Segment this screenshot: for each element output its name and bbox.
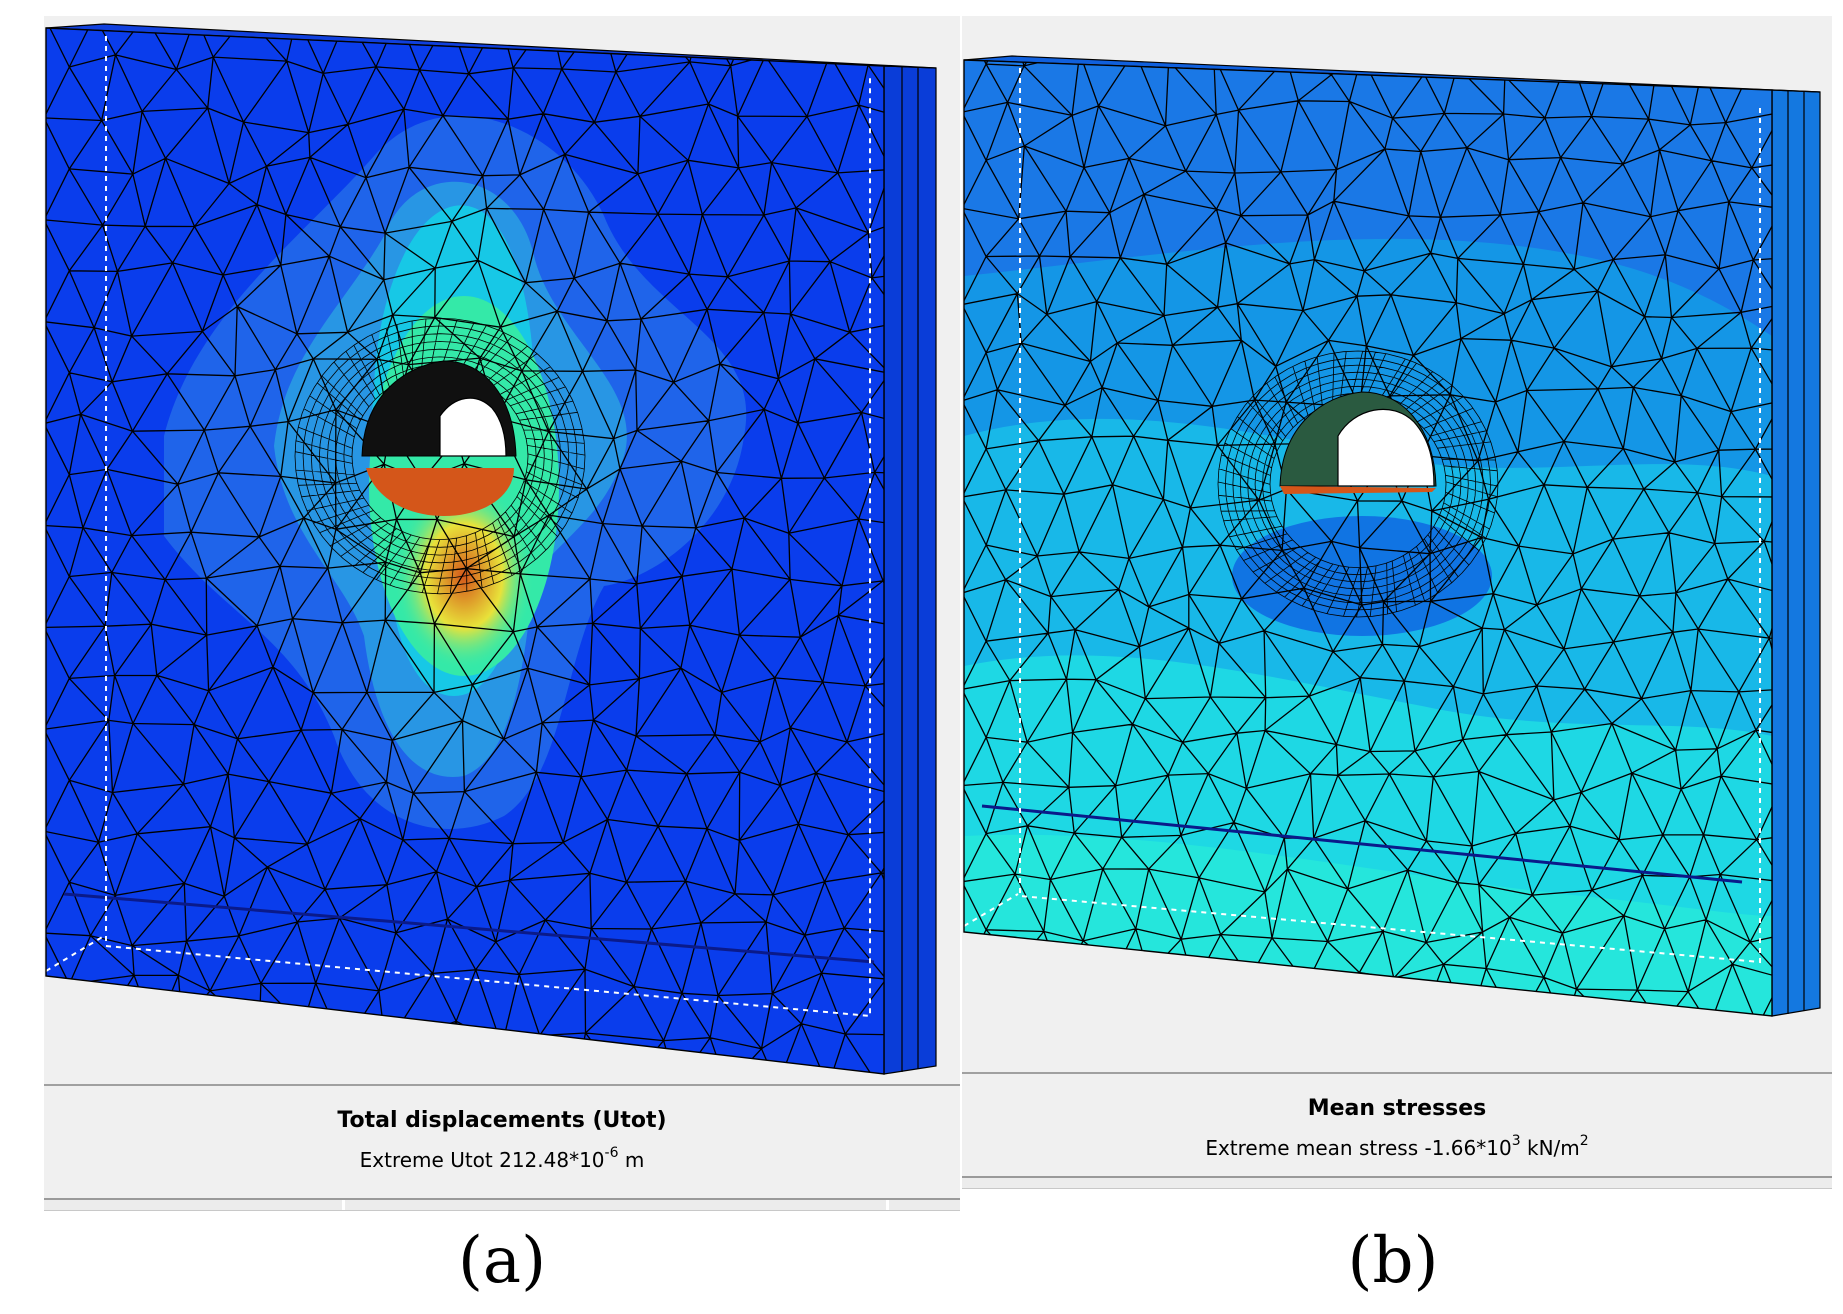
refined-mesh-around-tunnel <box>294 317 586 595</box>
model-viewport-displacements[interactable] <box>44 16 960 1084</box>
model-boundary-dashed <box>105 36 871 1018</box>
refined-mesh-around-tunnel <box>1217 350 1499 618</box>
extreme-value-line: Extreme mean stress -1.66*103 kN/m2 <box>962 1133 1832 1160</box>
tunnel-opening <box>439 397 507 457</box>
tunnel-invert-extreme <box>1280 486 1436 494</box>
figure-caption-b: (b) <box>1347 1224 1439 1298</box>
plot-panel-mean-stresses: Mean stresses Extreme mean stress -1.66*… <box>962 0 1832 1220</box>
figure-caption-a: (a) <box>457 1224 547 1298</box>
mesh-edges <box>46 28 884 1074</box>
plot-panel-displacements: Total displacements (Utot) Extreme Utot … <box>44 0 960 1220</box>
extreme-value-line: Extreme Utot 212.48*10-6 m <box>44 1145 960 1172</box>
extreme-value-text: Extreme mean stress -1.66*10 <box>1205 1136 1512 1160</box>
result-title: Total displacements (Utot) <box>337 1108 667 1133</box>
result-title: Mean stresses <box>1307 1096 1487 1121</box>
result-info-bar: Mean stresses Extreme mean stress -1.66*… <box>962 1072 1832 1182</box>
tunnel-invert-extreme <box>366 468 514 516</box>
finite-element-mesh <box>46 28 884 1074</box>
displacement-contour-plot <box>45 23 937 1075</box>
model-viewport-mean-stresses[interactable] <box>962 16 1832 1084</box>
tunnel-opening <box>1337 408 1435 487</box>
unit-exponent: 2 <box>1579 1133 1589 1149</box>
status-strip <box>962 1176 1832 1189</box>
model-side-face <box>883 65 937 1075</box>
refined-mesh-edges <box>1217 350 1499 618</box>
mesh-edges <box>964 60 1772 1016</box>
model-boundary-dashed <box>1019 68 1761 964</box>
result-info-bar: Total displacements (Utot) Extreme Utot … <box>44 1084 960 1206</box>
extreme-exponent: 3 <box>1511 1133 1521 1149</box>
refined-mesh-edges <box>294 317 586 595</box>
extreme-unit: m <box>624 1148 645 1172</box>
finite-element-mesh <box>964 60 1772 1016</box>
contour-band-bottom <box>964 834 1772 1016</box>
reference-line <box>63 892 875 964</box>
contour-low-zone-below-tunnel <box>1232 516 1492 636</box>
status-strip <box>44 1198 960 1211</box>
reference-line <box>981 804 1743 884</box>
extreme-unit: kN/m <box>1526 1136 1580 1160</box>
mean-stress-contour-plot <box>963 55 1821 1017</box>
extreme-value-text: Extreme Utot 212.48*10 <box>359 1148 605 1172</box>
model-side-face <box>1771 89 1821 1017</box>
extreme-exponent: -6 <box>604 1145 619 1161</box>
